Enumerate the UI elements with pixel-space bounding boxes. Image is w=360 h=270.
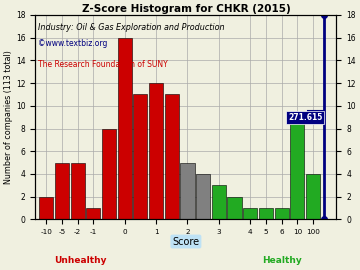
Bar: [306, 174, 320, 220]
X-axis label: Score: Score: [172, 237, 199, 247]
Bar: [259, 208, 273, 220]
Bar: [228, 197, 242, 220]
Text: Industry: Oil & Gas Exploration and Production: Industry: Oil & Gas Exploration and Prod…: [38, 23, 225, 32]
Bar: [55, 163, 69, 220]
Bar: [275, 208, 289, 220]
Text: Healthy: Healthy: [262, 256, 302, 265]
Y-axis label: Number of companies (113 total): Number of companies (113 total): [4, 50, 13, 184]
Bar: [86, 208, 100, 220]
Bar: [243, 208, 257, 220]
Bar: [180, 163, 194, 220]
Bar: [102, 129, 116, 220]
Bar: [196, 174, 210, 220]
Bar: [133, 94, 148, 220]
Bar: [149, 83, 163, 220]
Bar: [118, 38, 132, 220]
Bar: [165, 94, 179, 220]
Title: Z-Score Histogram for CHKR (2015): Z-Score Histogram for CHKR (2015): [81, 4, 290, 14]
Text: The Research Foundation of SUNY: The Research Foundation of SUNY: [38, 60, 168, 69]
Bar: [212, 185, 226, 220]
Bar: [71, 163, 85, 220]
Text: ©www.textbiz.org: ©www.textbiz.org: [38, 39, 108, 49]
Text: Unhealthy: Unhealthy: [54, 256, 107, 265]
Bar: [39, 197, 53, 220]
Text: 271.615: 271.615: [288, 113, 322, 122]
Bar: [290, 117, 304, 220]
